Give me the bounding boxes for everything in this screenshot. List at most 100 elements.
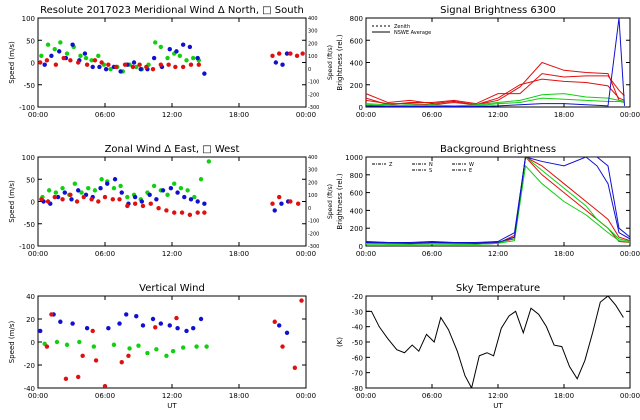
meridional-xtick-label: 00:00	[296, 111, 316, 119]
zonal-point	[206, 159, 212, 164]
meridional-point	[68, 58, 73, 63]
vertical-point	[54, 339, 60, 345]
zonal-point	[182, 194, 187, 200]
sky-xtick-label: 00:00	[356, 392, 376, 400]
meridional-data	[38, 40, 305, 76]
meridional-y2label: Speed (ft/s)	[327, 45, 334, 80]
background-series-line	[366, 157, 630, 243]
meridional-point	[166, 62, 171, 67]
vertical-point	[102, 383, 108, 388]
zonal-y2tick-label: 400	[308, 155, 318, 161]
meridional-point	[184, 58, 189, 63]
background-xtick-label: 12:00	[488, 250, 508, 258]
zonal-point	[86, 185, 91, 191]
zonal-point	[164, 208, 169, 213]
meridional-point	[134, 64, 139, 70]
signal-ytick-label: 800	[350, 15, 363, 23]
meridional-point	[288, 51, 293, 56]
zonal-point	[295, 201, 301, 206]
meridional-point	[151, 55, 157, 61]
meridional-point	[57, 49, 62, 54]
signal-series-line	[366, 18, 625, 107]
vertical-point	[299, 298, 304, 303]
meridional-point	[165, 55, 170, 61]
zonal-point	[198, 177, 204, 182]
meridional-point	[177, 53, 183, 59]
meridional-point	[294, 53, 300, 59]
meridional-point	[70, 42, 75, 47]
meridional-point	[113, 64, 119, 70]
zonal-point	[39, 197, 44, 202]
background-xtick-label: 18:00	[554, 250, 574, 258]
background-series-line	[366, 157, 630, 244]
meridional-point	[270, 53, 275, 59]
vertical-point	[106, 326, 111, 331]
zonal-point	[112, 177, 118, 182]
vertical-point	[136, 343, 141, 348]
zonal-point	[148, 201, 153, 206]
meridional-point	[53, 62, 59, 67]
zonal-xtick-label: 06:00	[95, 250, 115, 258]
meridional-point	[92, 58, 98, 63]
meridional-y2tick-label: -300	[308, 105, 319, 111]
zonal-point	[132, 194, 138, 200]
vertical-point	[198, 316, 204, 322]
vertical-point	[84, 326, 90, 331]
meridional-point	[108, 66, 113, 72]
meridional-y2tick-label: 400	[308, 16, 318, 22]
meridional-point	[138, 66, 143, 72]
panel-background	[365, 156, 631, 247]
background-xtick-label: 00:00	[620, 250, 640, 258]
vertical-point	[49, 312, 54, 317]
background-ytick-label: 600	[350, 190, 363, 198]
sky-ytick-label: -40	[352, 324, 363, 332]
vertical-ytick-label: 20	[26, 316, 35, 324]
meridional-y2tick-label: 200	[308, 41, 318, 47]
zonal-point	[110, 197, 116, 202]
meridional-point	[64, 51, 70, 56]
vertical-point	[167, 323, 172, 328]
vertical-point	[284, 330, 290, 335]
zonal-point	[92, 188, 98, 193]
background-legend-label: Z	[389, 162, 393, 168]
vertical-point	[124, 312, 129, 317]
meridional-point	[78, 53, 83, 59]
zonal-ytick-label: 100	[22, 154, 35, 162]
sky-ytick-label: -50	[352, 339, 363, 347]
meridional-point	[150, 66, 156, 72]
zonal-xtick-label: 00:00	[296, 250, 316, 258]
vertical-ylabel: Speed (m/s)	[8, 321, 16, 364]
zonal-point	[132, 201, 138, 206]
meridional-point	[188, 62, 194, 67]
zonal-point	[125, 203, 130, 209]
zonal-point	[89, 197, 94, 202]
meridional-point	[173, 64, 178, 70]
background-xtick-label: 00:00	[356, 250, 376, 258]
vertical-point	[38, 328, 43, 334]
background-legend-label: W	[469, 162, 474, 168]
meridional-point	[96, 53, 101, 59]
vertical-ytick-label: -20	[24, 362, 35, 370]
zonal-point	[76, 188, 81, 193]
meridional-point	[130, 64, 136, 70]
vertical-point	[150, 316, 156, 322]
zonal-point	[105, 181, 110, 186]
zonal-point	[165, 192, 170, 198]
background-title: Background Brightness	[440, 144, 556, 155]
zonal-point	[125, 194, 130, 200]
zonal-point	[62, 190, 67, 195]
background-ylabel: Brightness (rel.)	[336, 173, 344, 229]
sky-ytick-label: -20	[352, 293, 363, 301]
vertical-point	[119, 360, 124, 365]
vertical-point	[174, 315, 179, 321]
meridional-ytick-label: -100	[19, 104, 35, 112]
meridional-ylabel: Speed (m/s)	[8, 41, 16, 84]
vertical-point	[272, 319, 277, 324]
sky-ytick-label: -80	[352, 385, 363, 393]
sky-data	[366, 296, 624, 388]
zonal-point	[99, 177, 104, 182]
signal-xtick-label: 00:00	[356, 111, 376, 119]
meridional-ytick-label: 0	[31, 60, 35, 68]
signal-series-line	[366, 93, 625, 107]
vertical-point	[180, 345, 186, 350]
